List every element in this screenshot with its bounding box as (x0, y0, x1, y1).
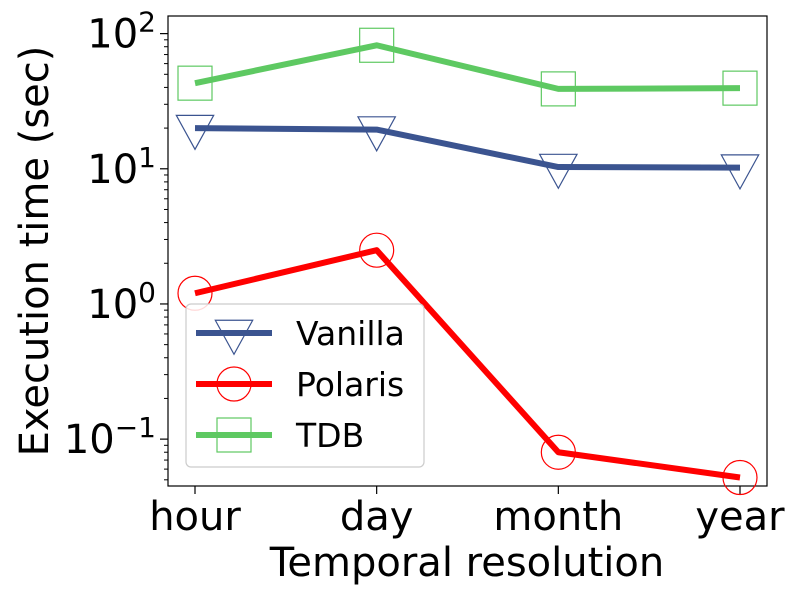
data-point (216, 366, 252, 402)
data-point (359, 232, 395, 268)
data-point (175, 114, 215, 151)
y-tick-label: 102 (87, 6, 156, 58)
x-tick-label: month (493, 494, 623, 540)
legend-item-tdb: TDB (196, 416, 364, 455)
data-point (214, 319, 254, 356)
series-line (194, 42, 741, 92)
data-point (216, 417, 252, 453)
x-tick-label: hour (149, 494, 241, 540)
data-point (720, 154, 760, 191)
y-tick-label: 10−1 (64, 411, 156, 463)
series-line (194, 247, 741, 481)
data-point (177, 65, 213, 101)
data-point (359, 27, 395, 63)
y-tick-label: 100 (87, 276, 156, 328)
legend-label: Vanilla (296, 314, 405, 353)
data-point (722, 459, 758, 496)
y-axis: 10−1 100 101 102 (64, 6, 168, 481)
legend-frame (185, 303, 425, 468)
x-axis: hour day month year (149, 486, 785, 540)
y-axis-label: Execution time (sec) (12, 46, 58, 457)
data-point (538, 153, 579, 190)
legend-item-vanilla: Vanilla (196, 314, 405, 356)
series-vanilla (175, 114, 760, 191)
series-line (194, 125, 741, 171)
legend-label: Polaris (296, 365, 404, 404)
x-tick-label: year (695, 494, 785, 540)
data-point (722, 70, 758, 106)
series-tdb (177, 27, 758, 107)
legend-item-polaris: Polaris (196, 365, 404, 404)
data-point (540, 71, 576, 107)
series-group (175, 27, 760, 496)
data-point (540, 434, 576, 470)
x-axis-label: Temporal resolution (269, 540, 664, 586)
legend-label: TDB (295, 416, 364, 455)
series-polaris (177, 232, 758, 496)
x-tick-label: day (340, 494, 414, 540)
y-tick-label: 101 (87, 141, 156, 193)
data-point (356, 116, 397, 153)
legend: Vanilla Polaris TDB (185, 303, 425, 468)
